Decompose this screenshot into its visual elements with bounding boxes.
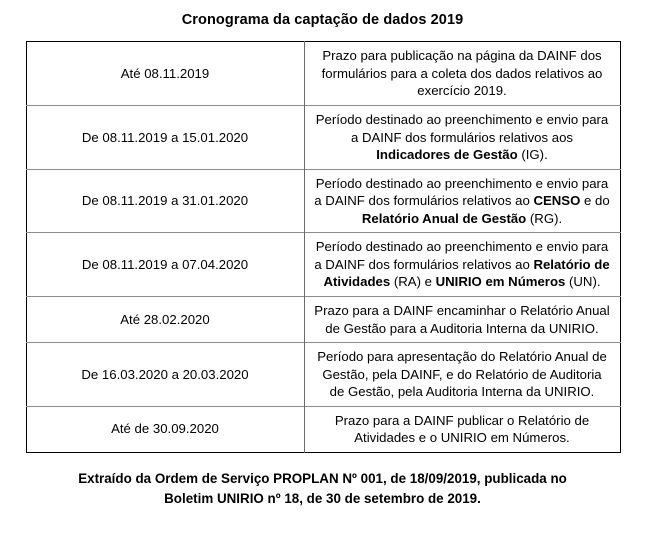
source-note-line-1: Extraído da Ordem de Serviço PROPLAN Nº … <box>78 470 567 486</box>
row-period: De 08.11.2019 a 15.01.2020 <box>26 105 305 170</box>
row-period: Até de 30.09.2020 <box>26 405 305 453</box>
schedule-table-body: Até 08.11.2019 Prazo para publicação na … <box>26 41 620 453</box>
source-note: Extraído da Ordem de Serviço PROPLAN Nº … <box>0 453 645 509</box>
row-period: De 08.11.2019 a 31.01.2020 <box>26 168 305 233</box>
row-period: Até 08.11.2019 <box>26 41 305 106</box>
table-row: Até 28.02.2020 Prazo para a DAINF encami… <box>26 295 620 343</box>
source-note-line-2: Boletim UNIRIO nº 18, de 30 de setembro … <box>164 490 481 506</box>
row-description: Período para apresentação do Relatório A… <box>304 342 620 407</box>
page-title: Cronograma da captação de dados 2019 <box>181 12 464 28</box>
table-row: De 08.11.2019 a 07.04.2020 Período desti… <box>26 232 620 297</box>
table-row: De 08.11.2019 a 31.01.2020 Período desti… <box>26 168 620 233</box>
row-period: De 08.11.2019 a 07.04.2020 <box>26 232 305 297</box>
table-row: Até 08.11.2019 Prazo para publicação na … <box>26 41 620 106</box>
row-description: Prazo para a DAINF encaminhar o Relatóri… <box>304 295 620 343</box>
row-description: Período destinado ao preenchimento e env… <box>304 168 620 233</box>
row-period: De 16.03.2020 a 20.03.2020 <box>26 342 305 407</box>
table-row: De 16.03.2020 a 20.03.2020 Período para … <box>26 342 620 407</box>
row-description: Período destinado ao preenchimento e env… <box>304 105 620 170</box>
schedule-table-container: Até 08.11.2019 Prazo para publicação na … <box>25 41 621 453</box>
row-period: Até 28.02.2020 <box>26 295 305 343</box>
table-row: Até de 30.09.2020 Prazo para a DAINF pub… <box>26 405 620 453</box>
row-description: Prazo para a DAINF publicar o Relatório … <box>304 405 620 453</box>
row-description: Período destinado ao preenchimento e env… <box>304 232 620 297</box>
schedule-table: Até 08.11.2019 Prazo para publicação na … <box>25 41 621 453</box>
row-description: Prazo para publicação na página da DAINF… <box>321 48 603 99</box>
table-row: De 08.11.2019 a 15.01.2020 Período desti… <box>26 105 620 170</box>
